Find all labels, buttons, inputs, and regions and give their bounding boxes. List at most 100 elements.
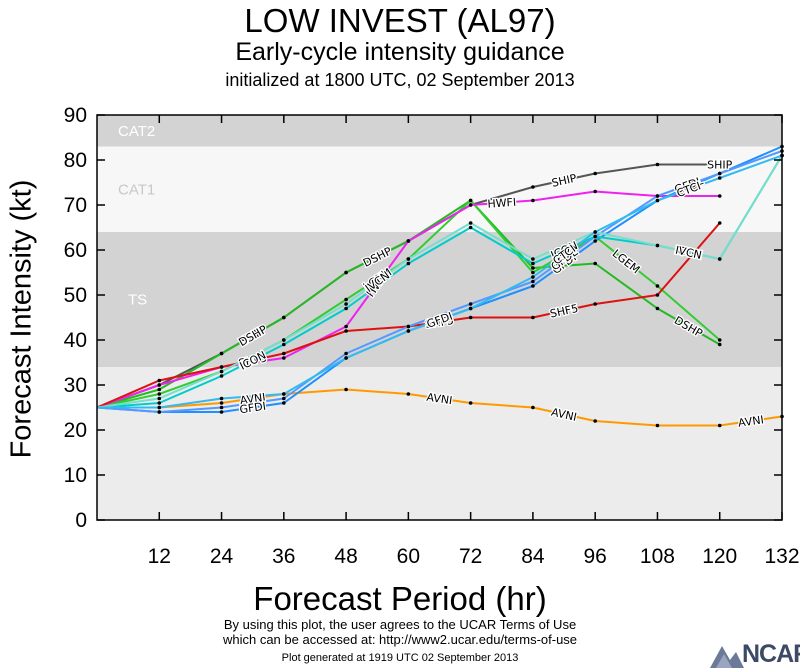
chart-subtitle: Early-cycle intensity guidance — [235, 38, 565, 66]
series-line-ivcn — [96, 154, 783, 409]
y-tick-label: 30 — [64, 374, 87, 397]
band-cat1 — [97, 146, 782, 232]
generated-time: Plot generated at 1919 UTC 02 September … — [281, 652, 519, 664]
point-hwfi — [344, 324, 348, 329]
x-tick-label: 48 — [334, 545, 357, 568]
point-icon — [531, 261, 535, 266]
x-tick-label: 132 — [764, 545, 799, 568]
point-ctci — [593, 230, 597, 234]
series-line-ctci — [97, 154, 783, 409]
x-axis-label: Forecast Period (hr) — [253, 580, 547, 617]
point-lgem — [468, 198, 473, 203]
y-axis-label: Forecast Intensity (kt) — [5, 179, 38, 459]
point-ivcn — [157, 396, 162, 401]
point-shf5 — [655, 293, 660, 297]
band-label-cat2: CAT2 — [118, 123, 155, 140]
series-line-avni — [97, 388, 783, 427]
point-gfdi — [282, 401, 286, 405]
point-avni — [344, 387, 348, 392]
point-ctci — [717, 176, 722, 180]
point-gfdi — [219, 410, 224, 414]
x-tick-label: 84 — [521, 545, 545, 568]
point-shf5 — [593, 302, 597, 306]
series-label-avni: AVNI — [737, 413, 764, 430]
series-line-gfdl — [96, 150, 783, 413]
x-tick-label: 108 — [640, 545, 675, 568]
point-hwfi — [593, 189, 597, 194]
point-ship — [531, 185, 535, 189]
point-gfdl — [157, 410, 162, 414]
point-ctci — [282, 392, 286, 396]
point-shf5 — [468, 315, 473, 320]
point-shf5 — [717, 221, 722, 225]
point-hwfi — [282, 356, 286, 360]
x-tick-label: 60 — [397, 545, 420, 568]
series-label-avni: AVNI — [426, 391, 453, 408]
y-tick-label: 80 — [64, 149, 87, 172]
point-dshp — [219, 351, 224, 356]
ncar-logo-icon — [710, 646, 744, 668]
point-gfdl — [717, 171, 722, 176]
point-shf5 — [157, 378, 162, 383]
point-ctci — [531, 275, 535, 279]
point-gfdl — [655, 194, 660, 198]
point-dshp — [282, 315, 286, 320]
series-label-avni: AVNI — [239, 391, 266, 408]
series-label-hwfi: HWFI — [487, 196, 517, 211]
point-hwfi — [717, 194, 722, 198]
point-dshp — [593, 261, 597, 266]
point-ivcn — [531, 257, 535, 261]
point-shf5 — [219, 365, 224, 369]
point-ctci — [406, 329, 411, 333]
point-shf5 — [531, 315, 535, 320]
series-label-gfdi: GFDI — [239, 400, 267, 417]
point-icon — [157, 401, 162, 405]
point-icon — [468, 225, 473, 230]
point-icon — [219, 374, 224, 378]
point-ivcn — [219, 369, 224, 374]
y-tick-label: 10 — [64, 464, 87, 487]
y-tick-label: 70 — [64, 194, 87, 217]
point-ivcn — [406, 257, 411, 261]
point-shf5 — [344, 329, 348, 333]
point-lgem — [531, 270, 535, 275]
point-ship — [655, 162, 660, 167]
point-ctci — [219, 396, 224, 401]
point-gfdl — [282, 396, 286, 401]
point-ship — [717, 162, 722, 167]
point-shf5 — [282, 351, 286, 356]
point-hwfi — [531, 198, 535, 203]
point-gfdl — [344, 351, 348, 356]
point-ivcn — [468, 221, 473, 225]
point-gfdl — [468, 302, 473, 306]
point-avni — [655, 423, 660, 428]
point-avni — [593, 419, 597, 423]
point-lgem — [344, 297, 348, 302]
y-tick-label: 20 — [64, 419, 87, 442]
point-hwfi — [406, 239, 411, 243]
point-hwfi — [468, 203, 473, 207]
x-tick-label: 72 — [459, 545, 482, 568]
point-ctci — [655, 198, 660, 203]
point-ivcn — [655, 243, 660, 248]
point-hwfi — [157, 383, 162, 387]
y-tick-label: 60 — [64, 239, 87, 262]
point-gfdi — [531, 284, 535, 288]
y-tick-label: 90 — [64, 104, 87, 127]
point-icon — [282, 342, 286, 347]
point-lgem — [717, 338, 722, 342]
band-label-cat1: CAT1 — [118, 181, 155, 198]
point-gfdl — [406, 324, 411, 329]
terms-line-2: which can be accessed at: http://www2.uc… — [222, 632, 578, 647]
chart-title: LOW INVEST (AL97) — [244, 2, 556, 39]
point-ship — [593, 171, 597, 176]
terms-line-1: By using this plot, the user agrees to t… — [223, 617, 577, 632]
point-avni — [531, 405, 535, 410]
point-icon — [406, 261, 411, 266]
ncar-logo-text: NCAR — [742, 640, 800, 668]
point-gfdl — [219, 405, 224, 410]
point-avni — [468, 401, 473, 405]
point-avni — [717, 423, 722, 428]
x-tick-label: 96 — [584, 545, 607, 568]
